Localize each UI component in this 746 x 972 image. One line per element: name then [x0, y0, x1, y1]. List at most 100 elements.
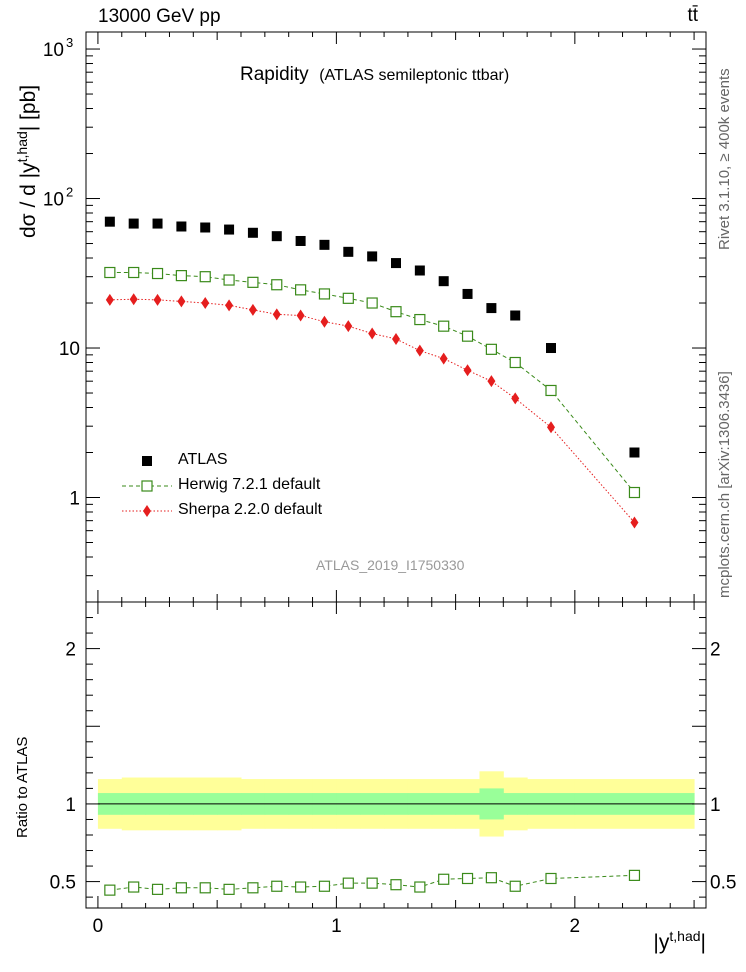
series-line-sherpa [109, 298, 635, 523]
ratio-y-axis-label: Ratio to ATLAS [14, 736, 31, 838]
data-point-sherpa [368, 327, 377, 340]
legend-marker [142, 456, 152, 466]
data-point-sherpa [320, 315, 329, 328]
data-point-atlas [343, 246, 354, 257]
data-point-atlas [200, 222, 211, 233]
data-point-atlas [224, 224, 235, 235]
data-point-herwig [175, 270, 187, 282]
data-point-sherpa [153, 293, 162, 306]
legend-label: Sherpa 2.2.0 default [178, 501, 323, 518]
data-point-atlas [128, 218, 139, 229]
ratio-data-point [295, 881, 307, 893]
ratio-data-point [461, 872, 474, 885]
data-point-herwig [271, 279, 283, 291]
data-point-herwig [628, 486, 641, 499]
legend-label: Herwig 7.2.1 default [178, 476, 321, 493]
data-point-sherpa [272, 308, 281, 321]
y-tick-label: 10 [43, 190, 64, 211]
data-point-sherpa [487, 375, 496, 388]
ratio-data-point [414, 881, 426, 893]
ratio-data-point [223, 883, 235, 895]
analysis-watermark: ATLAS_2019_I1750330 [316, 557, 465, 573]
data-point-atlas [176, 221, 187, 232]
data-point-sherpa [630, 516, 639, 529]
data-point-herwig [390, 306, 402, 318]
y-tick-label: 10 [59, 339, 80, 360]
legend-label: ATLAS [178, 451, 228, 468]
data-point-herwig [247, 276, 259, 288]
legend-entry [122, 480, 172, 492]
data-point-herwig [485, 343, 497, 355]
data-point-atlas [391, 258, 401, 269]
chart-subtitle: (ATLAS semileptonic ttbar) [319, 67, 510, 84]
legend-entry [142, 456, 152, 466]
data-point-herwig [366, 297, 378, 309]
chart-title: Rapidity (ATLAS semileptonic ttbar) [240, 64, 510, 85]
data-point-sherpa [225, 299, 234, 312]
data-point-herwig [438, 320, 450, 332]
ratio-data-point [366, 877, 378, 889]
data-point-atlas [295, 235, 306, 246]
data-point-sherpa [463, 364, 472, 377]
data-point-atlas [247, 227, 258, 238]
data-point-atlas [152, 218, 163, 229]
ratio-data-point [247, 882, 259, 894]
ratio-data-point [151, 883, 164, 895]
ratio-y-tick-label-right: 2 [710, 640, 721, 661]
energy-label: 13000 GeV pp [98, 6, 221, 27]
data-point-atlas [414, 265, 425, 276]
legend-entry [122, 505, 172, 517]
ratio-data-point [271, 880, 283, 892]
data-point-atlas [462, 288, 473, 299]
ratio-data-point [390, 879, 402, 891]
data-point-sherpa [177, 295, 186, 308]
x-tick-label: 0 [93, 916, 104, 937]
data-point-atlas [486, 303, 497, 314]
ratio-data-point [509, 880, 521, 892]
data-point-herwig [461, 330, 474, 342]
ratio-data-point [318, 880, 331, 892]
y-tick-exponent: 3 [66, 35, 73, 50]
ratio-y-tick-label-right: 0.5 [710, 873, 736, 894]
data-point-atlas [438, 276, 449, 287]
data-point-sherpa [248, 303, 257, 316]
data-point-herwig [128, 266, 140, 279]
x-axis-label: |yt,had| [653, 928, 706, 954]
ratio-data-point [438, 873, 450, 885]
ratio-plot-panel: 0 1 2 0.5 0.5 1 1 2 2 [50, 601, 736, 937]
legend-marker [143, 505, 151, 517]
ratio-y-tick-label: 0.5 [50, 873, 76, 894]
data-point-sherpa [415, 344, 424, 357]
data-point-herwig [223, 274, 235, 286]
data-point-sherpa [129, 293, 138, 306]
data-point-sherpa [201, 297, 210, 310]
ratio-y-tick-label-right: 1 [710, 795, 721, 816]
ratio-data-point [628, 869, 641, 881]
data-point-herwig [414, 313, 426, 326]
data-point-atlas [367, 251, 378, 262]
ratio-data-point [342, 877, 354, 889]
mcplots-credit-label: mcplots.cern.ch [arXiv:1306.3436] [716, 371, 733, 598]
data-point-atlas [104, 216, 115, 227]
data-point-atlas [546, 343, 556, 354]
ratio-data-point [128, 881, 140, 893]
data-point-herwig [151, 267, 164, 280]
data-point-herwig [199, 271, 211, 283]
data-point-sherpa [547, 421, 555, 434]
ratio-data-point [485, 872, 497, 884]
x-tick-label: 2 [570, 916, 581, 937]
ratio-data-point [199, 882, 211, 894]
data-point-atlas [629, 447, 640, 458]
x-tick-label: 1 [331, 916, 342, 937]
ratio-y-tick-label: 2 [65, 640, 76, 661]
y-tick-exponent: 2 [66, 185, 73, 200]
y-tick-label: 10 [43, 40, 64, 61]
data-point-atlas [319, 239, 330, 250]
data-point-atlas [510, 310, 521, 321]
legend-marker [141, 480, 153, 492]
data-point-herwig [545, 384, 557, 397]
data-point-sherpa [296, 309, 305, 322]
main-y-axis-label: dσ / d |yt,had| [pb] [14, 84, 40, 238]
